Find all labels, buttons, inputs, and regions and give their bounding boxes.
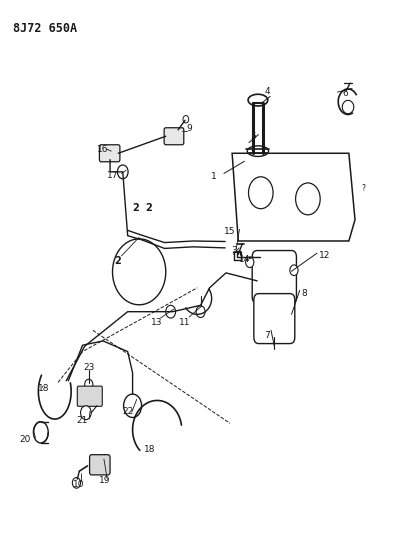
Text: 16: 16 (97, 145, 108, 154)
Circle shape (296, 183, 320, 215)
Text: 2: 2 (114, 256, 121, 266)
Circle shape (85, 379, 93, 390)
Text: 3: 3 (231, 246, 237, 255)
Text: 18: 18 (144, 446, 156, 455)
Text: 2: 2 (132, 203, 139, 213)
Circle shape (81, 406, 91, 419)
Text: 22: 22 (122, 407, 133, 416)
Circle shape (166, 305, 175, 318)
Text: 13: 13 (150, 318, 162, 327)
Text: 15: 15 (224, 228, 235, 237)
Circle shape (249, 177, 273, 209)
Text: 18: 18 (38, 384, 49, 393)
FancyBboxPatch shape (252, 251, 296, 303)
Text: 14: 14 (239, 255, 250, 264)
Text: 11: 11 (179, 318, 191, 327)
Circle shape (290, 265, 298, 276)
Circle shape (196, 306, 205, 318)
Text: 6: 6 (342, 89, 348, 98)
FancyBboxPatch shape (164, 128, 184, 145)
FancyBboxPatch shape (90, 455, 110, 475)
FancyBboxPatch shape (99, 145, 120, 162)
Text: 20: 20 (20, 435, 31, 444)
Text: 8J72 650A: 8J72 650A (13, 22, 77, 35)
Text: 17: 17 (107, 171, 118, 180)
Text: 2: 2 (145, 203, 152, 213)
FancyBboxPatch shape (254, 294, 295, 344)
Circle shape (246, 257, 254, 268)
Circle shape (72, 478, 81, 488)
Text: 7: 7 (264, 331, 270, 340)
Circle shape (118, 165, 128, 179)
Text: 5: 5 (251, 132, 256, 141)
Text: 19: 19 (99, 477, 111, 485)
Text: 4: 4 (264, 86, 270, 95)
Text: 8: 8 (301, 288, 307, 297)
Text: 1: 1 (211, 172, 217, 181)
Circle shape (183, 116, 189, 123)
FancyBboxPatch shape (77, 386, 102, 406)
Text: 10: 10 (73, 480, 84, 489)
Circle shape (124, 394, 142, 417)
Text: 12: 12 (319, 252, 330, 260)
Text: ?: ? (361, 184, 365, 193)
Text: 9: 9 (186, 124, 192, 133)
Text: 23: 23 (83, 363, 95, 372)
Text: 21: 21 (76, 416, 88, 425)
